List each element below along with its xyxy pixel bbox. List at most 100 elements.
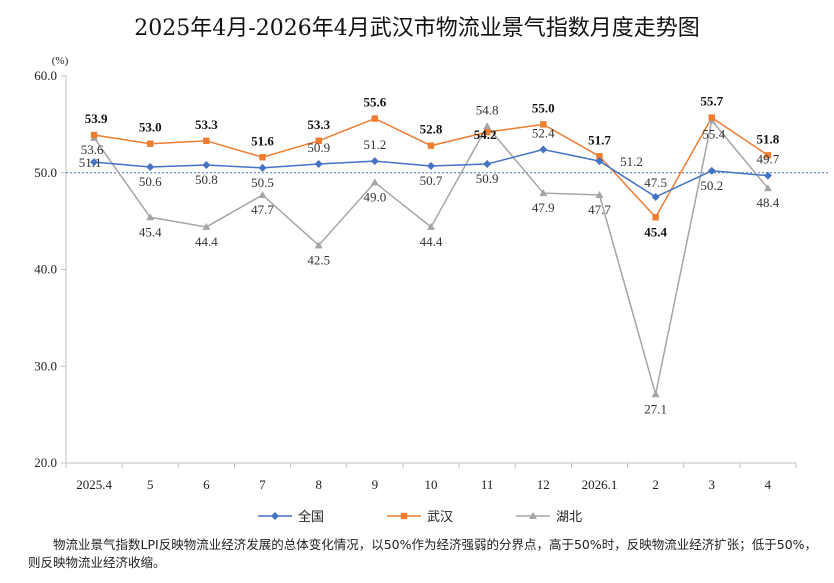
data-label-national: 50.5 [251,175,274,190]
x-tick-label: 4 [765,477,772,492]
data-point-triangle [529,512,537,519]
data-point-diamond [595,157,604,166]
data-point-triangle [651,390,660,398]
data-point-square [90,131,98,139]
data-point-diamond [271,512,279,520]
y-tick-label: 30.0 [34,358,57,373]
data-label-national: 50.9 [307,140,330,155]
data-labels: 51.1 50.6 50.8 50.5 50.9 51.2 50.7 50.9 52.4 51.2… [79,94,780,417]
x-tick-label: 2025.4 [76,477,112,492]
data-point-triangle [595,191,604,199]
data-point-square [708,114,715,121]
chart-footnote: 物流业景气指数LPI反映物流业经济发展的总体变化情况，以50%作为经济强弱的分界… [28,537,818,570]
data-label-hubei: 47.7 [251,202,274,217]
data-label-wuhan: 53.0 [139,120,162,135]
data-label-wuhan: 55.6 [363,95,386,110]
x-tick-label: 6 [203,477,210,492]
data-label-wuhan: 51.6 [251,133,274,148]
data-label-hubei: 53.6 [81,142,104,157]
data-point-triangle [427,222,435,230]
data-point-square [540,121,547,128]
data-point-triangle [539,189,548,197]
data-label-wuhan: 55.7 [700,94,723,109]
data-label-national: 50.8 [195,172,218,187]
data-point-square [371,115,379,122]
data-point-triangle [314,241,323,249]
data-point-diamond [427,161,435,170]
data-point-triangle [763,184,772,192]
data-label-wuhan: 53.9 [85,111,108,126]
data-label-national: 47.5 [644,175,667,190]
data-point-triangle [483,122,492,130]
data-label-national: 50.2 [700,178,723,193]
data-point-diamond [370,157,379,166]
data-label-hubei: 42.5 [307,252,330,267]
data-label-hubei: 48.4 [757,195,780,210]
x-tick-label: 10 [425,477,438,492]
data-label-wuhan: 53.3 [307,117,330,132]
data-point-square [315,137,322,145]
data-point-square [427,142,435,149]
data-label-hubei: 49.0 [363,189,386,204]
data-point-square [764,152,772,159]
data-label-hubei: 47.9 [532,200,555,215]
data-label-national: 49.7 [757,152,780,167]
data-point-square [147,140,154,147]
data-label-national: 50.9 [476,171,499,186]
series-lines [93,116,769,395]
data-point-square [652,214,659,221]
series-line-2 [93,118,769,395]
y-axis-unit: (%) [52,55,69,67]
series-markers [90,114,772,398]
data-point-diamond [539,145,548,154]
x-tick-label: 9 [372,477,379,492]
data-point-diamond [651,192,660,201]
data-point-triangle [202,222,211,230]
data-label-national: 51.1 [79,155,102,170]
data-label-national: 51.2 [363,137,386,152]
x-tick-label: 12 [537,477,550,492]
x-tick-label: 3 [709,477,716,492]
data-label-wuhan: 51.8 [757,131,780,146]
y-tick-label: 50.0 [34,165,57,180]
data-label-hubei: 47.7 [588,202,611,217]
data-label-national: 50.6 [139,174,162,189]
data-label-hubei: 27.1 [644,401,667,416]
data-point-square [596,153,603,160]
data-point-square [483,128,491,136]
legend-label: 武汉 [427,510,453,525]
x-tick-label: 5 [147,477,154,492]
data-label-wuhan: 45.4 [644,224,667,239]
chart-axes: 20.0 30.0 40.0 50.0 60.0(%) 2025.4 5 6 7 8 9 10 11 12… [34,55,828,492]
data-label-hubei: 45.4 [139,224,162,239]
data-label-wuhan: 51.7 [588,132,611,147]
data-label-wuhan: 52.8 [420,122,443,137]
data-label-wuhan: 54.2 [474,127,497,142]
chart-title: 2025年4月-2026年4月武汉市物流业景气指数月度走势图 [134,16,700,41]
data-point-triangle [258,191,267,199]
data-point-diamond [258,163,267,172]
data-point-diamond [90,158,99,167]
data-label-national: 50.7 [420,173,443,188]
y-tick-label: 40.0 [34,262,57,277]
data-point-square [203,137,210,145]
x-tick-label: 2026.1 [582,477,618,492]
data-label-hubei: 44.4 [195,234,218,249]
data-point-diamond [707,166,716,175]
chart-legend: 全国 武汉 湖北 [258,509,582,525]
y-tick-label: 20.0 [34,455,57,470]
x-tick-label: 7 [259,477,266,492]
data-point-diamond [314,160,323,169]
data-point-diamond [483,160,492,169]
data-label-wuhan: 53.3 [195,117,218,132]
data-label-hubei: 44.4 [420,234,443,249]
x-tick-label: 8 [315,477,322,492]
x-tick-label: 11 [481,477,494,492]
data-label-national: 51.2 [620,154,643,169]
data-point-diamond [763,171,772,180]
legend-label: 全国 [298,509,324,525]
data-label-national: 52.4 [532,126,555,141]
legend-label: 湖北 [556,510,582,525]
data-point-diamond [146,162,155,171]
